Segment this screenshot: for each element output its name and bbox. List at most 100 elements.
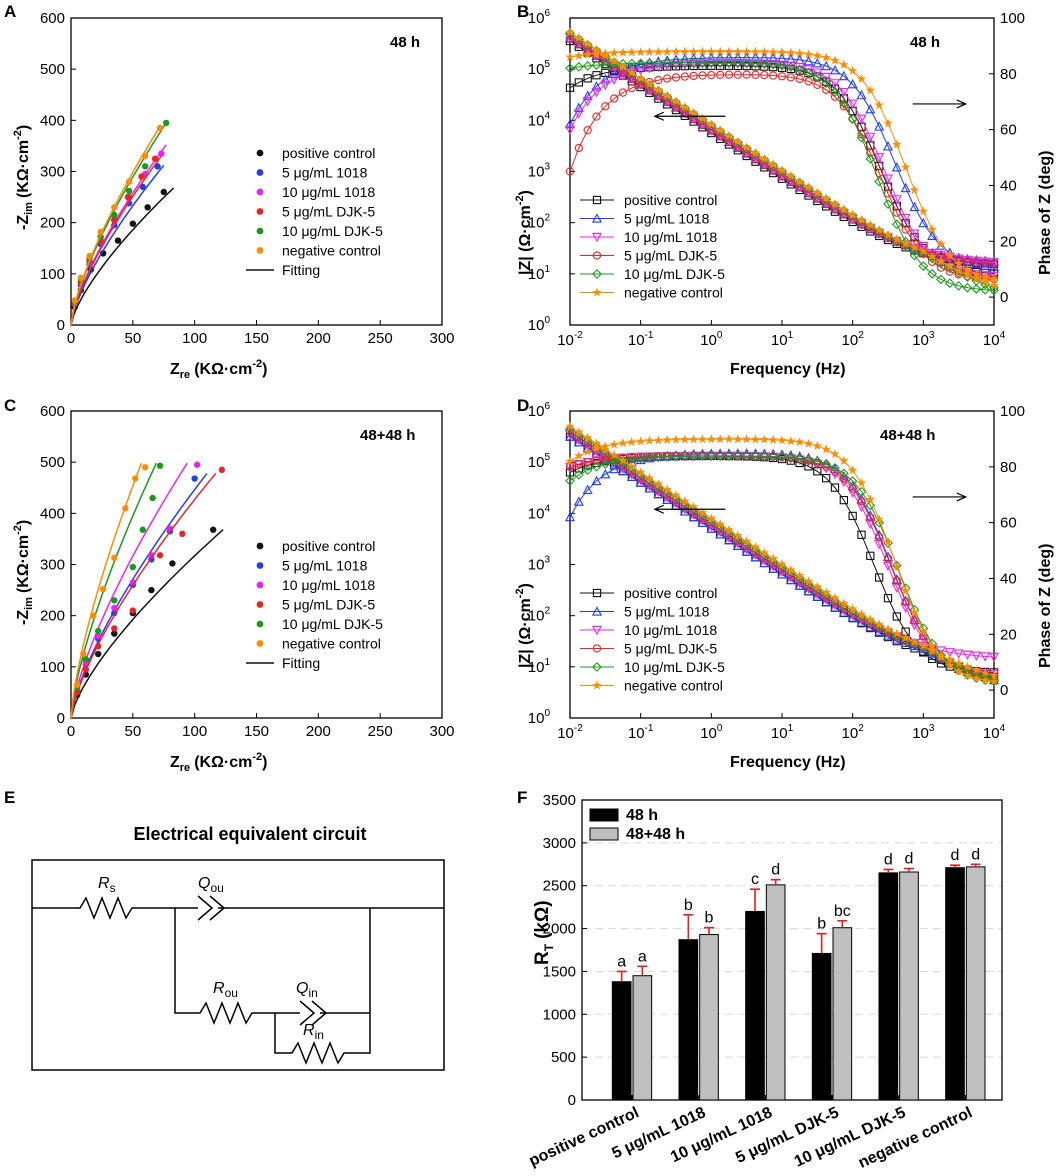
legend-marker [592, 251, 602, 260]
y-tick-label-right: 60 [1000, 122, 1017, 139]
impedance-point [989, 282, 999, 293]
phase-point [874, 514, 884, 524]
impedance-point [821, 596, 832, 607]
legend-label: 10 μg/mL 1018 [282, 184, 375, 200]
impedance-point [838, 607, 849, 617]
legend-marker [256, 601, 264, 608]
data-point [82, 666, 90, 673]
phase-point [707, 70, 716, 80]
impedance-point [988, 258, 1000, 268]
phase-point [582, 97, 593, 107]
phase-point [785, 61, 796, 72]
phase-point [706, 46, 717, 56]
equivalent-circuit: Electrical equivalent circuit Rs Qou Rou… [31, 824, 445, 1071]
impedance-point [715, 125, 726, 135]
x-tick-label: 100 [182, 330, 207, 347]
plot-frame [70, 17, 443, 326]
legend-label: 5 μg/mL DJK-5 [282, 204, 375, 220]
y-tick-label-right: 0 [1000, 682, 1008, 699]
impedance-point [723, 534, 735, 545]
phase-point [697, 46, 708, 56]
phase-point [786, 436, 796, 446]
impedance-point [962, 650, 973, 661]
data-point [156, 462, 164, 469]
legend-label: positive control [624, 192, 717, 208]
x-tick-label: negative control [856, 1104, 975, 1172]
phase-point [838, 98, 849, 109]
significance-letter: a [638, 948, 647, 965]
arrow-right-icon [912, 492, 968, 502]
impedance-point [900, 632, 911, 643]
phase-point [715, 59, 726, 69]
phase-point [847, 465, 858, 475]
impedance-point [574, 32, 584, 43]
phase-point [706, 451, 717, 461]
x-tick-label: 300 [429, 330, 454, 347]
phase-point [750, 451, 761, 461]
impedance-point [750, 148, 761, 158]
impedance-point [953, 265, 964, 275]
phase-point [768, 434, 778, 445]
phase-point [900, 585, 911, 595]
phase-point [909, 607, 920, 617]
impedance-point [874, 224, 884, 235]
phase-point [688, 53, 699, 63]
x-tick-label: 250 [368, 330, 393, 347]
impedance-point [918, 247, 929, 258]
phase-point [829, 64, 841, 75]
phase-point [574, 450, 584, 460]
phase-point [618, 47, 628, 57]
legend-label: 5 μg/mL DJK-5 [624, 248, 717, 264]
fitting-curve [70, 472, 217, 719]
data-point [111, 625, 118, 632]
impedance-point [707, 126, 716, 135]
phase-point [918, 241, 929, 252]
impedance-point [759, 550, 770, 561]
phase-point [874, 153, 885, 163]
phase-point [891, 219, 902, 230]
y-axis-label-left: |Z| (Ω·cm-2) [514, 190, 534, 275]
y-axis-label: -Zim(KΩ·cm-2) [12, 125, 35, 230]
impedance-point [574, 40, 583, 49]
phase-point [688, 434, 699, 444]
impedance-point [953, 649, 964, 659]
impedance-point [653, 478, 664, 489]
impedance-point [741, 142, 752, 152]
data-point [149, 494, 156, 502]
phase-point [935, 240, 947, 250]
phase-point [865, 500, 876, 511]
data-point [124, 193, 132, 201]
plot-frame [581, 799, 1003, 1101]
phase-point [883, 118, 893, 128]
data-point [111, 604, 118, 612]
impedance-point [671, 103, 681, 112]
phase-point [847, 476, 858, 486]
phase-point [830, 449, 840, 459]
y-tick-label-left: 102 [528, 213, 551, 232]
data-point [129, 607, 137, 614]
phase-point [953, 665, 964, 676]
phase-point [865, 154, 876, 164]
impedance-point [980, 257, 991, 267]
legend-swatch [589, 827, 619, 841]
impedance-point [768, 563, 779, 573]
impedance-point [989, 280, 999, 290]
x-tick-label: 0 [67, 330, 75, 347]
impedance-point [618, 61, 628, 71]
x-axis-label: Zre (KΩ·cm-2) [170, 358, 267, 381]
bar [811, 952, 832, 1101]
phase-point [627, 83, 636, 93]
y-tick-label-left: 103 [528, 555, 551, 574]
rt-bar-chart: 0 500 1000 1500 2000 2500 3000 3500 a a positive c… [527, 792, 1003, 1172]
data-point [111, 554, 118, 562]
phase-line [569, 57, 995, 268]
phase-point [715, 46, 725, 56]
impedance-point [804, 188, 813, 198]
phase-point [803, 438, 814, 448]
phase-point [591, 443, 602, 453]
phase-point [732, 451, 743, 461]
phase-point [821, 52, 831, 62]
legend-label: positive control [282, 145, 375, 161]
data-point [125, 178, 133, 185]
phase-point [592, 456, 601, 465]
